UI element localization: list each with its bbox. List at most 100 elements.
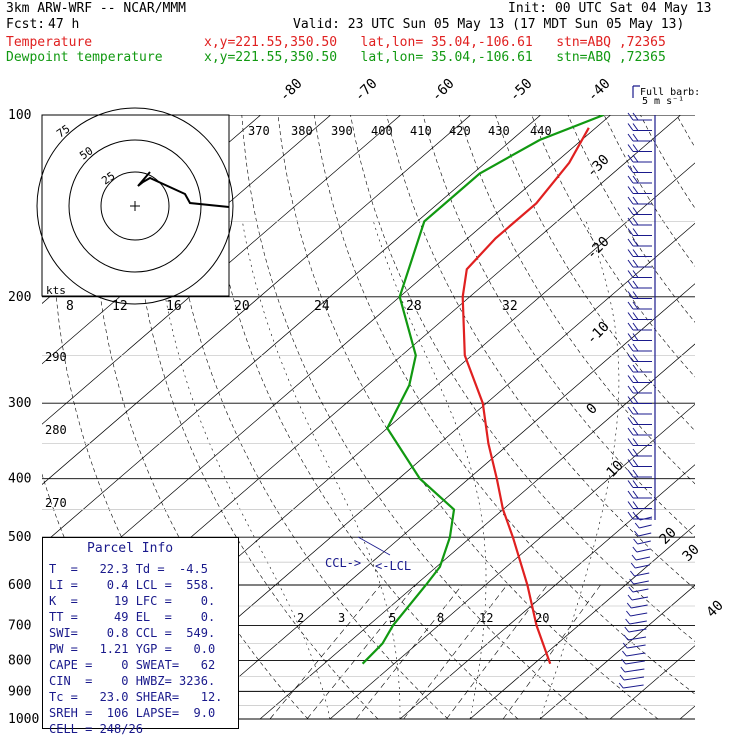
wind-barb bbox=[627, 594, 649, 601]
wind-barb bbox=[627, 375, 652, 383]
pressure-tick-label: 600 bbox=[8, 578, 31, 593]
ccl-label: CCL-> bbox=[325, 556, 361, 570]
wind-barb bbox=[631, 554, 651, 561]
theta-label: 430 bbox=[488, 124, 510, 138]
parcel-row: TT = 49 EL = 0. bbox=[49, 610, 216, 624]
pressure-tick-label: 400 bbox=[8, 472, 31, 487]
hodograph-ring-label: 25 bbox=[99, 169, 117, 187]
wind-barb bbox=[627, 154, 652, 163]
parcel-row: CIN = 0 HWBZ= 3236. bbox=[49, 674, 216, 688]
isotherm-label: -40 bbox=[585, 76, 614, 105]
parcel-row: K = 19 LFC = 0. bbox=[49, 594, 216, 608]
isotherm-label: -30 bbox=[584, 152, 613, 181]
wind-barb bbox=[635, 514, 653, 521]
init-time: Init: 00 UTC Sat 04 May 13 bbox=[508, 1, 712, 16]
wind-barb bbox=[627, 270, 652, 278]
wind-barb bbox=[627, 165, 652, 173]
isotherm-line bbox=[189, 283, 695, 720]
model-title: 3km ARW-WRF -- NCAR/MMM bbox=[6, 1, 187, 16]
isotherm-line bbox=[42, 115, 471, 485]
wind-barb bbox=[627, 427, 652, 436]
mixing-ratio-label: 20 bbox=[535, 611, 549, 625]
mixing-ratio-line bbox=[403, 584, 508, 720]
wind-barb bbox=[619, 674, 645, 681]
hodograph-ring-label: 75 bbox=[54, 122, 72, 140]
temperature-legend: Temperature bbox=[6, 35, 93, 50]
wind-barb bbox=[627, 196, 652, 205]
temperature-line bbox=[461, 127, 590, 665]
parcel-row: SWI= 0.8 CCL = 549. bbox=[49, 626, 216, 640]
theta-label: 410 bbox=[410, 124, 432, 138]
theta-label: 280 bbox=[45, 423, 67, 437]
wind-barb bbox=[622, 642, 646, 649]
wind-barb bbox=[627, 186, 652, 194]
hodograph-ring-label: 50 bbox=[77, 144, 95, 162]
wind-barb bbox=[627, 438, 652, 446]
wind-barb bbox=[627, 228, 652, 236]
mixing-ratio-line bbox=[355, 584, 463, 720]
isotherm-line bbox=[329, 403, 695, 720]
dewpoint-legend: Dewpoint temperature bbox=[6, 50, 163, 65]
lcl-label: <-LCL bbox=[375, 559, 411, 573]
dry-adiabat bbox=[386, 115, 695, 590]
wind-barb bbox=[627, 469, 652, 478]
mixing-ratio-label: 3 bbox=[338, 611, 345, 625]
wind-barb bbox=[620, 666, 645, 673]
wind-barb bbox=[627, 291, 652, 299]
wind-barbs bbox=[618, 112, 656, 689]
wind-barb bbox=[627, 333, 652, 341]
wind-barb bbox=[627, 417, 652, 425]
hodograph-x-tick: 16 bbox=[166, 299, 182, 314]
theta-label: 440 bbox=[530, 124, 552, 138]
dry-adiabat bbox=[676, 115, 695, 148]
wind-barb bbox=[627, 354, 652, 362]
wind-barb bbox=[626, 602, 648, 609]
isotherm-line bbox=[42, 115, 611, 606]
isotherm-label: 30 bbox=[680, 542, 703, 565]
isotherm-line bbox=[42, 115, 541, 546]
dry-adiabat bbox=[603, 115, 695, 267]
wind-barb bbox=[632, 546, 651, 553]
hodograph-x-tick: 24 bbox=[314, 299, 330, 314]
dry-adiabat bbox=[241, 115, 589, 720]
dry-adiabat bbox=[458, 115, 695, 485]
hodograph-ring bbox=[68, 139, 202, 273]
hodograph-origin bbox=[130, 201, 140, 211]
ccl-marker bbox=[357, 536, 391, 556]
wind-barb bbox=[627, 490, 652, 499]
wind-barb bbox=[627, 112, 652, 121]
parcel-info-title: Parcel Info bbox=[87, 541, 174, 556]
mixing-ratio-line bbox=[306, 584, 417, 720]
parcel-row: PW = 1.21 YGP = 0.0 bbox=[49, 642, 216, 656]
mixing-ratio-line bbox=[446, 584, 548, 720]
dewpoint-line bbox=[361, 115, 605, 665]
wind-barb bbox=[630, 570, 650, 577]
pressure-tick-label: 800 bbox=[8, 653, 31, 668]
pressure-tick-label: 1000 bbox=[8, 712, 39, 727]
hodograph-speed-unit: kts bbox=[46, 284, 66, 297]
mixing-ratio-label: 8 bbox=[437, 611, 444, 625]
parcel-row: CELL = 248/26 bbox=[49, 722, 143, 736]
wind-barb bbox=[629, 578, 649, 585]
parcel-info-panel: Parcel Info T = 22.3 Td = -4.5 LI = 0.4 … bbox=[42, 537, 239, 736]
mixing-ratio-label: 2 bbox=[297, 611, 304, 625]
isotherm-line bbox=[539, 584, 695, 720]
moist-adiabat bbox=[242, 221, 401, 719]
mixing-ratio-line bbox=[502, 584, 601, 720]
parcel-row: Tc = 23.0 SHEAR= 12. bbox=[49, 690, 223, 704]
pressure-tick-label: 200 bbox=[8, 290, 31, 305]
dry-adiabat bbox=[205, 115, 519, 720]
barb-legend-unit: 5 m s⁻¹ bbox=[642, 96, 684, 107]
wind-barb bbox=[633, 538, 651, 545]
hodograph-x-tick: 12 bbox=[112, 299, 128, 314]
wind-barb bbox=[622, 650, 646, 657]
wind-barb bbox=[627, 238, 652, 247]
dry-adiabat bbox=[277, 115, 659, 720]
hodograph-x-tick: 32 bbox=[502, 299, 518, 314]
isotherm-label: 20 bbox=[657, 525, 680, 548]
isotherm-line bbox=[679, 705, 695, 720]
wind-barb bbox=[627, 364, 652, 373]
theta-label: 380 bbox=[291, 124, 313, 138]
dry-adiabat bbox=[314, 115, 695, 695]
